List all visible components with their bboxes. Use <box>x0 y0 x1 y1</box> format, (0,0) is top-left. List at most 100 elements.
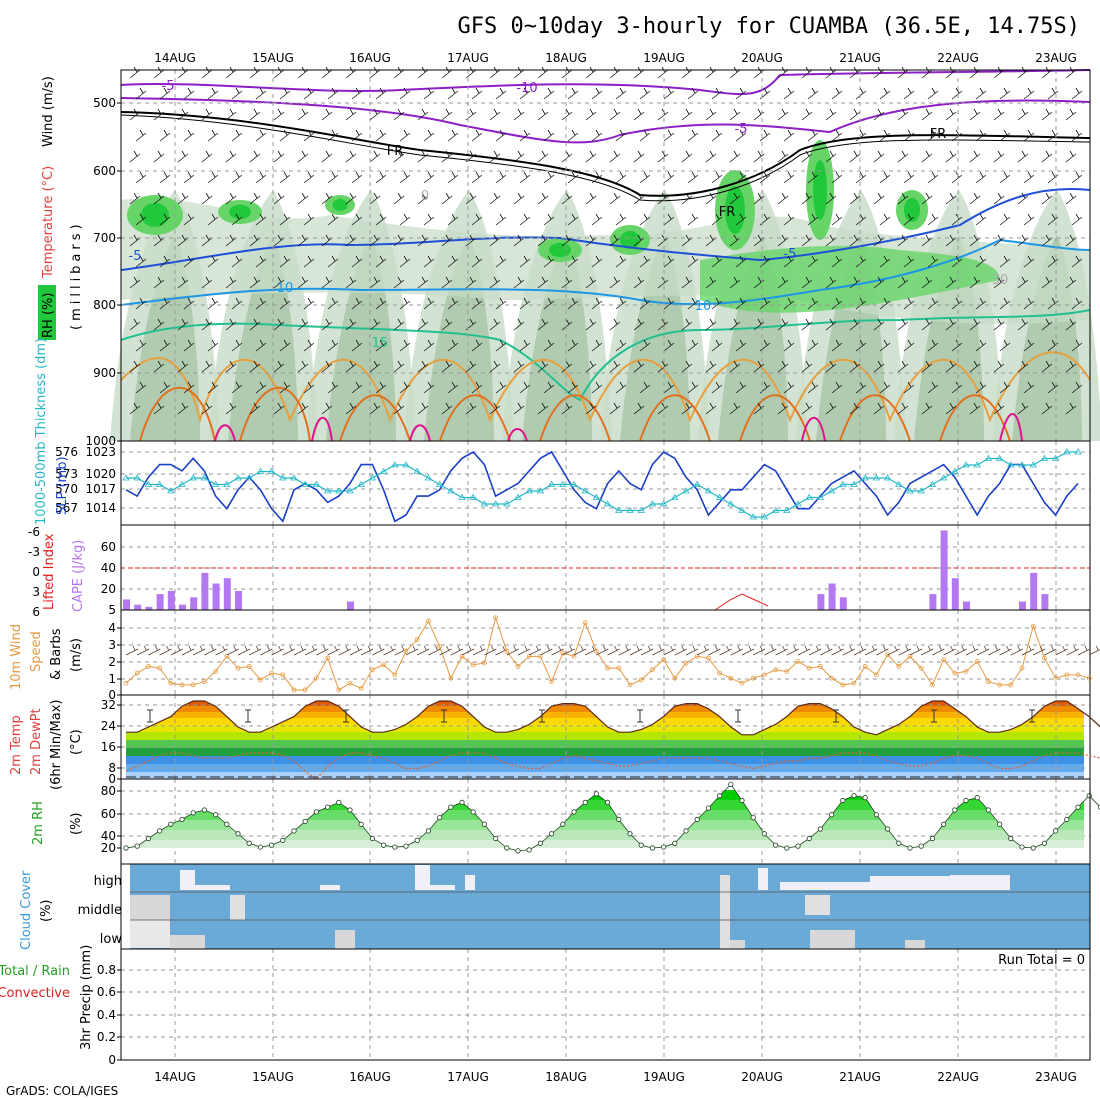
wind-barb <box>567 87 579 100</box>
wind-barb <box>567 213 579 226</box>
wind-barb <box>1023 129 1035 142</box>
wind-barb <box>729 360 741 373</box>
wind-barb <box>345 192 357 205</box>
wind-barb <box>1017 150 1029 163</box>
wind-barb <box>801 360 813 373</box>
wind-barb <box>615 171 627 184</box>
wind-barb <box>591 171 603 184</box>
rh-point <box>683 828 689 834</box>
wind-barb <box>351 87 363 100</box>
wind-barb <box>735 381 747 394</box>
barbs-label: & Barbs <box>49 628 64 680</box>
wind-barb <box>351 381 363 394</box>
rh-point <box>291 828 297 834</box>
cloud-block <box>780 882 880 890</box>
wind-barb <box>351 213 363 226</box>
wind-barb <box>729 318 741 331</box>
top-date-label: 15AUG <box>252 51 294 65</box>
wind-barb-10m <box>361 645 374 656</box>
y-tick-label: 500 <box>93 96 116 110</box>
bottom-date-label: 23AUG <box>1035 1070 1077 1084</box>
wind-barb <box>945 360 957 373</box>
wind-barb <box>825 234 837 247</box>
thickness-point <box>491 500 500 507</box>
rh-point <box>660 844 667 850</box>
wind-barb <box>609 150 621 163</box>
wind-speed-point <box>549 679 554 684</box>
wind-speed-point <box>257 677 263 683</box>
rh-point <box>414 837 420 844</box>
rh-point <box>716 793 723 799</box>
wind-barb <box>681 318 693 331</box>
top-date-label: 21AUG <box>839 51 881 65</box>
y-tick-label: 24 <box>101 719 116 733</box>
wind10-label: 10m Wind <box>9 624 24 690</box>
wind-barb <box>873 234 885 247</box>
wind-barb <box>183 213 195 226</box>
wind-barb <box>471 339 483 352</box>
wind-barb <box>807 255 819 268</box>
wind-barb-10m <box>473 645 486 656</box>
rh-point <box>213 812 219 818</box>
wind-speed-point <box>750 675 756 681</box>
thickness-point <box>1029 461 1037 468</box>
wind-barb <box>849 234 861 247</box>
wind-barb <box>705 318 717 331</box>
thickness-tick: 576 <box>55 445 78 459</box>
wind-barb <box>321 360 333 373</box>
thickness-point <box>1018 461 1026 468</box>
cape-bar <box>940 530 948 610</box>
wind-barb <box>519 129 531 142</box>
wind-barb <box>369 192 381 205</box>
wind-barb <box>1071 213 1083 226</box>
cloud-block <box>415 865 430 890</box>
wind-barb-10m <box>842 645 855 656</box>
rh-point <box>638 842 644 848</box>
wind-speed-point <box>493 615 499 621</box>
wind-barb <box>969 108 981 121</box>
thickness-point <box>1007 461 1015 468</box>
wind-barb <box>1071 87 1083 100</box>
wind-barb <box>369 360 381 373</box>
wind-barb <box>999 339 1011 352</box>
wind-barb <box>225 234 237 247</box>
wind-speed-point <box>650 667 655 673</box>
wind-speed-point <box>190 682 196 688</box>
wind-barb <box>615 381 627 394</box>
wind-barb <box>273 150 285 163</box>
cloud-level-label: high <box>94 874 122 889</box>
rh-moist-core <box>332 199 348 211</box>
thickness-point <box>122 474 130 481</box>
thickness-point <box>357 480 365 487</box>
y-tick-label: 0.2 <box>97 1030 116 1044</box>
thickness-point <box>581 487 589 494</box>
wind-barb-10m <box>853 645 867 656</box>
wind-barb <box>129 402 141 415</box>
wind-barb <box>375 129 387 142</box>
wind-barb <box>441 234 453 247</box>
wind-barb <box>513 150 525 163</box>
contour-line <box>120 69 1091 96</box>
precip-unit-label: 3hr Precip (mm) <box>79 945 94 1050</box>
wind-barb <box>273 276 285 289</box>
wind-speed-point <box>201 679 207 684</box>
wind-barb <box>303 87 315 100</box>
cloud-block <box>950 875 1010 890</box>
wind-speed-point <box>213 669 219 674</box>
cape-bar <box>817 594 825 610</box>
wind-barb <box>447 129 459 142</box>
wind-barb <box>1071 381 1083 394</box>
wind-barb-10m <box>641 645 654 656</box>
cloud-block <box>130 920 170 948</box>
rh-point <box>347 807 353 813</box>
rh-label: RH (%) <box>41 293 56 338</box>
wind-barb <box>153 150 165 163</box>
wind-speed-point <box>571 653 577 659</box>
wind-barb <box>465 192 477 205</box>
wind-barb <box>849 276 861 289</box>
wind-barb <box>639 255 651 268</box>
rh-point <box>1086 793 1092 799</box>
wind-barb <box>927 255 939 268</box>
wind-barb <box>873 108 885 121</box>
wind-barb <box>999 381 1011 394</box>
